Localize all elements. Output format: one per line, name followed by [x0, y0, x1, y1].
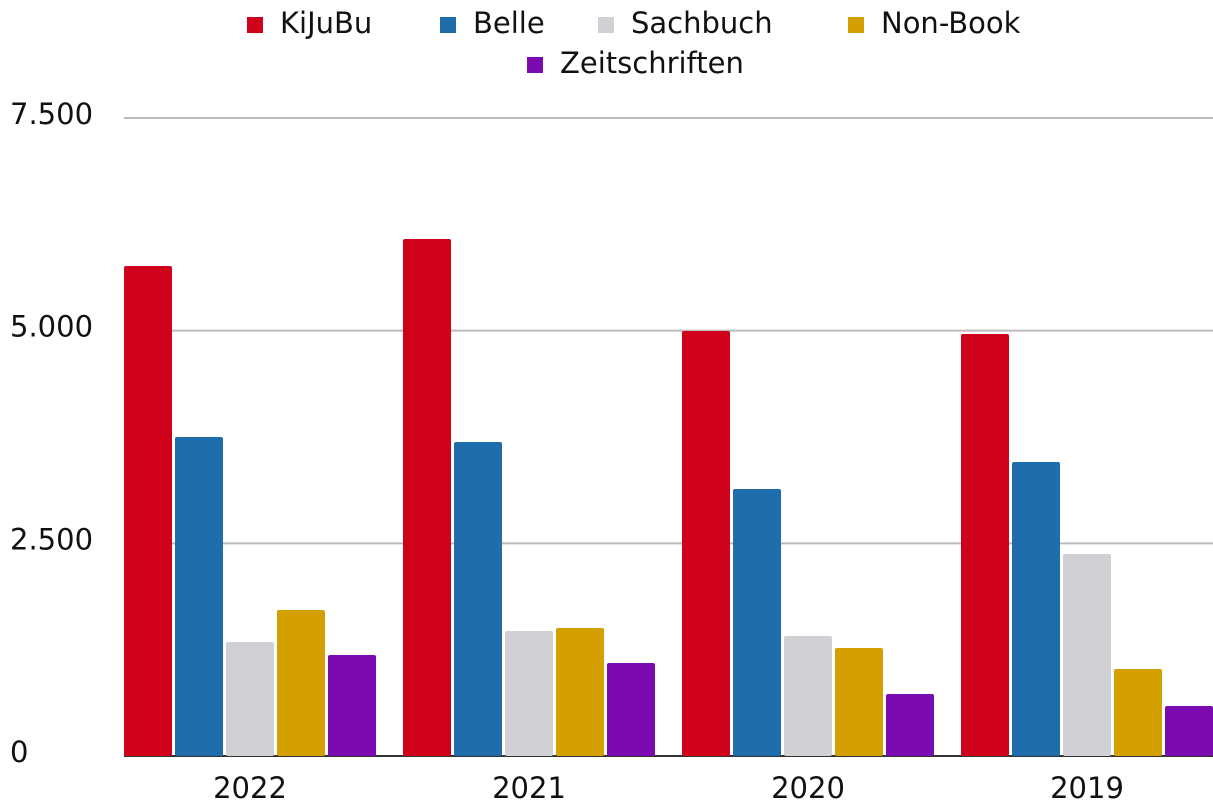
bar	[886, 693, 934, 756]
legend-label: KiJuBu	[280, 6, 372, 40]
y-tick-label: 0	[10, 735, 28, 769]
y-tick-label: 7.500	[10, 97, 93, 131]
legend-label: Zeitschriften	[560, 46, 744, 80]
legend-swatch	[440, 17, 456, 33]
bar	[505, 631, 553, 756]
x-tick-label: 2019	[1050, 771, 1124, 805]
legend-swatch	[848, 17, 864, 33]
legend-swatch	[527, 57, 543, 73]
bar	[328, 655, 376, 756]
bar	[124, 266, 172, 756]
legend-label: Sachbuch	[631, 6, 773, 40]
bar	[454, 442, 502, 756]
x-tick-label: 2021	[492, 771, 566, 805]
bar	[607, 663, 655, 756]
legend-swatch	[247, 17, 263, 33]
bar	[175, 437, 223, 756]
bar	[1063, 553, 1111, 756]
bar	[556, 627, 604, 756]
bar	[784, 635, 832, 756]
x-tick-label: 2022	[213, 771, 287, 805]
y-tick-label: 5.000	[10, 310, 93, 344]
bar	[1165, 705, 1213, 756]
legend-swatch	[598, 17, 614, 33]
y-tick-label: 2.500	[10, 522, 93, 556]
bar	[1114, 668, 1162, 756]
legend-label: Non-Book	[881, 6, 1021, 40]
bar	[403, 239, 451, 756]
bar	[682, 331, 730, 756]
legend-label: Belle	[473, 6, 545, 40]
bar	[277, 610, 325, 756]
bar	[961, 333, 1009, 756]
bar	[733, 488, 781, 756]
bar	[835, 647, 883, 756]
x-tick-label: 2020	[771, 771, 845, 805]
bar	[226, 642, 274, 756]
bar	[1012, 462, 1060, 756]
